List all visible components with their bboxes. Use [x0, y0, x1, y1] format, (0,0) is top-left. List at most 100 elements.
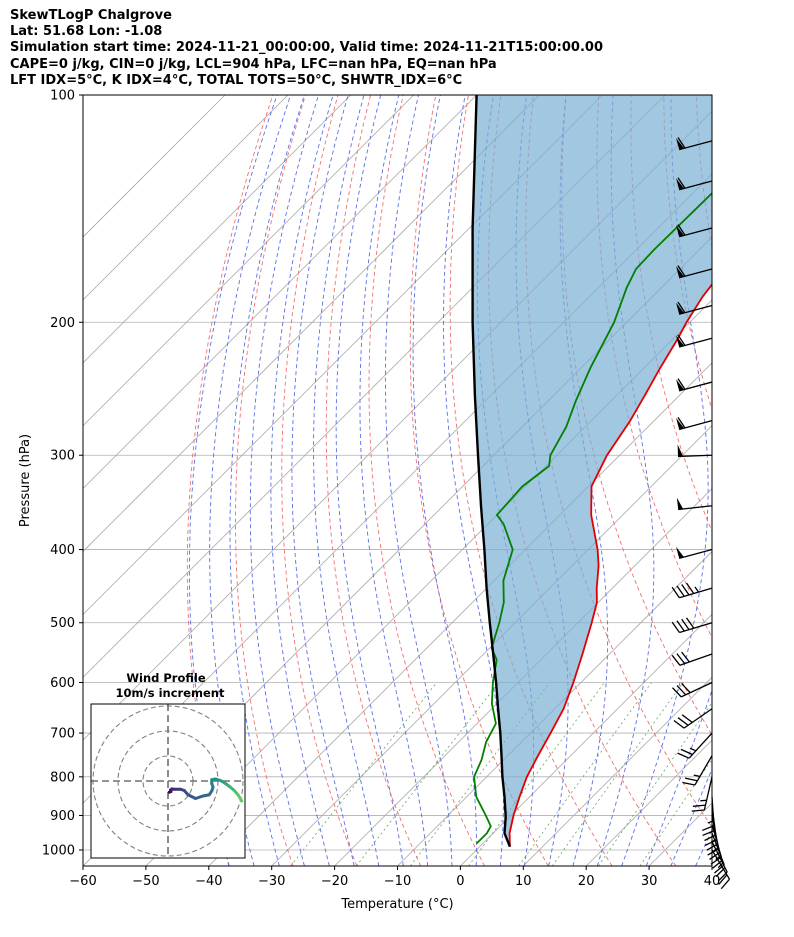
moist-adiabat	[270, 95, 334, 866]
moist-adiabat	[359, 95, 429, 866]
wind-barb-staff	[703, 776, 713, 811]
wind-barb-full	[677, 301, 686, 314]
dry-adiabat	[281, 95, 358, 866]
dry-adiabat	[368, 95, 485, 866]
hodograph-inset: Wind Profile 10m/s increment	[90, 671, 246, 859]
wind-barb-full	[704, 834, 717, 842]
wind-barb-staff	[679, 653, 713, 666]
wind-barb-full	[677, 265, 686, 277]
mixing-ratio-line	[598, 701, 712, 866]
wind-barb-full	[677, 416, 686, 429]
y-tick-label: 100	[50, 89, 75, 104]
mixing-ratio-line	[551, 682, 684, 866]
wind-barb-staff	[680, 681, 713, 698]
wind-barb	[676, 416, 713, 431]
moist-adiabat	[412, 95, 477, 866]
y-tick-label: 500	[50, 616, 75, 631]
isotherm-line	[83, 95, 226, 238]
mixing-ratio-line	[639, 758, 712, 866]
wind-barb	[676, 334, 713, 348]
wind-barb-full	[684, 777, 698, 782]
wind-barb-half	[713, 846, 719, 852]
wind-barb	[676, 378, 713, 392]
wind-barb-flag	[676, 178, 684, 190]
wind-barb-half	[707, 820, 714, 824]
wind-barb-staff	[688, 732, 713, 759]
wind-barb-staff	[679, 548, 713, 560]
hodograph-subtitle: 10m/s increment	[116, 686, 225, 700]
axes: −60 −50 −40 −30 −20 −10 0 10 20 30 40 1000 900 800 700…	[18, 89, 720, 913]
moist-adiabat	[670, 767, 712, 866]
hodograph-trace-segment	[236, 793, 244, 803]
mixing-ratio-line	[290, 682, 438, 866]
wind-barb	[676, 224, 713, 238]
isotherm-line	[83, 95, 477, 490]
x-tick-label: −10	[384, 874, 411, 889]
wind-barb-half	[693, 774, 701, 778]
x-tick-label: 10	[515, 874, 532, 889]
stability-indices-line: LFT IDX=5°C, K IDX=4°C, TOTAL TOTS=50°C,…	[10, 72, 463, 88]
cin-shading	[472, 95, 712, 847]
wind-barb-staff	[678, 337, 713, 348]
wind-barb	[676, 546, 713, 560]
wind-barb	[673, 708, 713, 729]
location-line: Lat: 51.68 Lon: -1.08	[10, 24, 163, 40]
wind-barb-full	[681, 651, 690, 663]
wind-barb-full	[677, 224, 686, 236]
wind-barb-full	[676, 585, 685, 597]
wind-barb-full	[677, 334, 686, 346]
dewpoint-profile	[473, 191, 712, 845]
moist-adiabat	[645, 688, 712, 866]
wind-barb-full	[677, 717, 689, 726]
wind-barb-full	[676, 653, 686, 665]
wind-barb-full	[692, 804, 706, 807]
isotherm-line	[711, 865, 712, 866]
wind-barb	[682, 755, 713, 786]
dry-adiabat	[729, 95, 794, 866]
moist-adiabat	[384, 95, 453, 866]
isotherm-line	[460, 613, 712, 866]
dry-adiabat	[630, 95, 712, 533]
hodograph-title: Wind Profile	[126, 671, 206, 685]
wind-barb	[677, 732, 713, 759]
wind-barb-flag	[676, 302, 684, 315]
wind-barb-full	[707, 848, 719, 856]
moist-adiabat	[720, 95, 794, 866]
wind-barb-half	[717, 862, 724, 869]
wind-barb-half	[715, 855, 722, 861]
wind-barb-flag	[676, 266, 684, 278]
wind-barb-full	[691, 809, 705, 812]
wind-barb-full	[671, 654, 681, 666]
wind-barb-flag	[676, 335, 684, 348]
wind-barb	[676, 177, 713, 191]
moist-adiabat	[313, 95, 380, 866]
y-tick-label: 300	[50, 449, 75, 464]
y-tick-label: 200	[50, 316, 75, 331]
wind-barb-full	[677, 378, 686, 390]
x-tick-label: 0	[456, 874, 464, 889]
wind-barb-full	[710, 856, 722, 865]
mixing-ratio-line	[468, 682, 605, 866]
isotherm-line	[775, 95, 794, 866]
x-tick-label: −50	[132, 874, 159, 889]
dry-adiabat	[325, 95, 422, 866]
wind-barb-flag	[676, 137, 684, 150]
wind-barb-flag	[676, 546, 684, 559]
parcel-profile	[471, 95, 512, 848]
x-tick-label: 20	[578, 874, 595, 889]
wind-barb	[671, 617, 713, 634]
wind-barb-flag	[676, 417, 684, 430]
mixing-ratio-line	[355, 682, 500, 866]
dry-adiabat	[409, 95, 549, 866]
wind-barb-full	[709, 851, 721, 861]
wind-barb-full	[681, 714, 693, 723]
wind-barb-full	[714, 864, 725, 874]
temperature-profile	[508, 283, 712, 847]
wind-barb-half	[689, 747, 697, 752]
wind-barb	[671, 651, 713, 666]
hodograph-clip-group	[91, 704, 245, 858]
wind-barb-full	[686, 582, 695, 594]
time-line: Simulation start time: 2024-11-21_00:00:…	[10, 40, 603, 56]
y-tick-label: 400	[50, 543, 75, 558]
isotherm-line	[523, 676, 712, 866]
